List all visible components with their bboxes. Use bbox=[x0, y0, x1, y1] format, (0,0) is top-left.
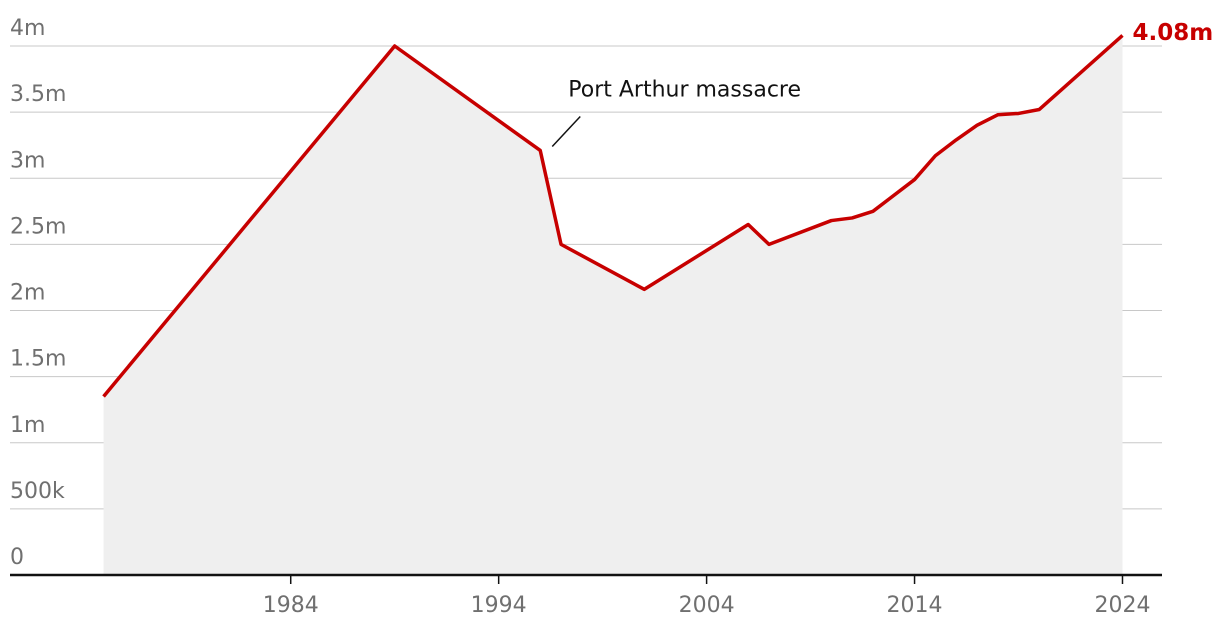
annotation: Port Arthur massacre bbox=[568, 77, 801, 102]
line bbox=[102, 34, 1124, 398]
x-tick-label: 1984 bbox=[263, 593, 319, 618]
y-tick-label: 1.5m bbox=[10, 347, 66, 372]
y-tick-label: 3m bbox=[10, 148, 45, 173]
y-tick-label: 3.5m bbox=[10, 82, 66, 107]
x-tick-label: 2024 bbox=[1094, 593, 1150, 618]
y-tick-label: 4m bbox=[10, 16, 45, 41]
x-tick-label: 2014 bbox=[887, 593, 943, 618]
y-tick-label: 500k bbox=[10, 479, 65, 504]
value-label: 4.08m bbox=[1132, 20, 1213, 46]
area bbox=[103, 35, 1123, 576]
y-tick-label: 1m bbox=[10, 413, 45, 438]
x-tick-label: 2004 bbox=[679, 593, 735, 618]
x-tick-label: 1994 bbox=[471, 593, 527, 618]
y-tick-label: 2.5m bbox=[10, 214, 66, 239]
y-tick-label: 2m bbox=[10, 281, 45, 306]
annotation-leader bbox=[551, 115, 581, 147]
y-tick-label: 0 bbox=[10, 545, 24, 570]
